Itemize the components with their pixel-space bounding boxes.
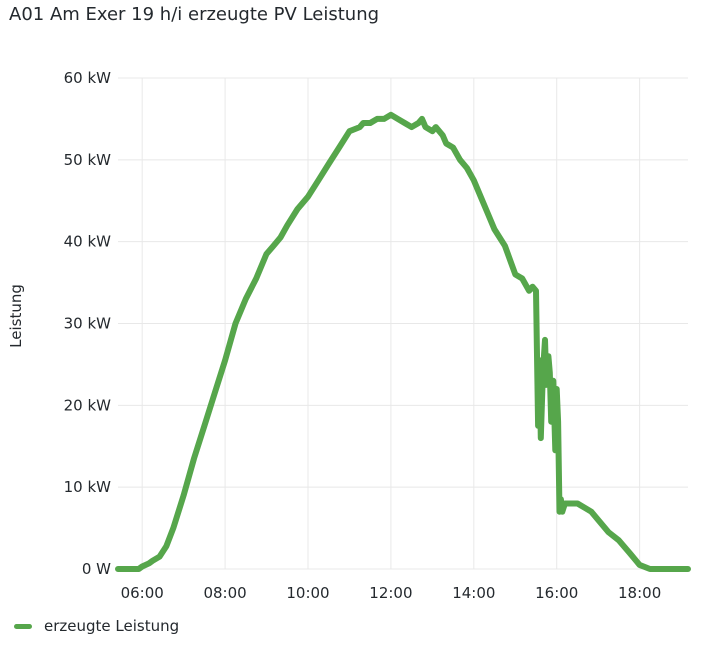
legend-swatch [14,623,32,629]
x-tick-label: 18:00 [618,584,661,602]
legend-label: erzeugte Leistung [44,617,180,635]
y-tick-label: 60 kW [64,69,112,87]
x-tick-label: 06:00 [121,584,164,602]
x-tick-label: 16:00 [535,584,578,602]
x-tick-label: 10:00 [286,584,329,602]
grid-lines [118,77,688,570]
y-axis-label: Leistung [7,284,25,348]
x-tick-label: 14:00 [452,584,495,602]
y-tick-label: 50 kW [64,151,112,169]
legend[interactable]: erzeugte Leistung [14,617,179,635]
y-tick-label: 0 W [82,560,111,578]
panel-title: A01 Am Exer 19 h/i erzeugte PV Leistung [9,4,380,25]
y-tick-label: 10 kW [64,478,112,496]
y-tick-label: 20 kW [64,396,112,414]
series-layer [115,111,691,572]
series-line-erzeugte-leistung[interactable] [115,111,691,572]
y-axis-ticks: 0 W 10 kW 20 kW 30 kW 40 kW 50 kW 60 kW [64,69,112,578]
y-tick-label: 30 kW [64,315,112,333]
y-tick-label: 40 kW [64,233,112,251]
x-tick-label: 08:00 [203,584,246,602]
x-tick-label: 12:00 [369,584,412,602]
x-axis-ticks: 06:00 08:00 10:00 12:00 14:00 16:00 18:00 [121,584,662,602]
